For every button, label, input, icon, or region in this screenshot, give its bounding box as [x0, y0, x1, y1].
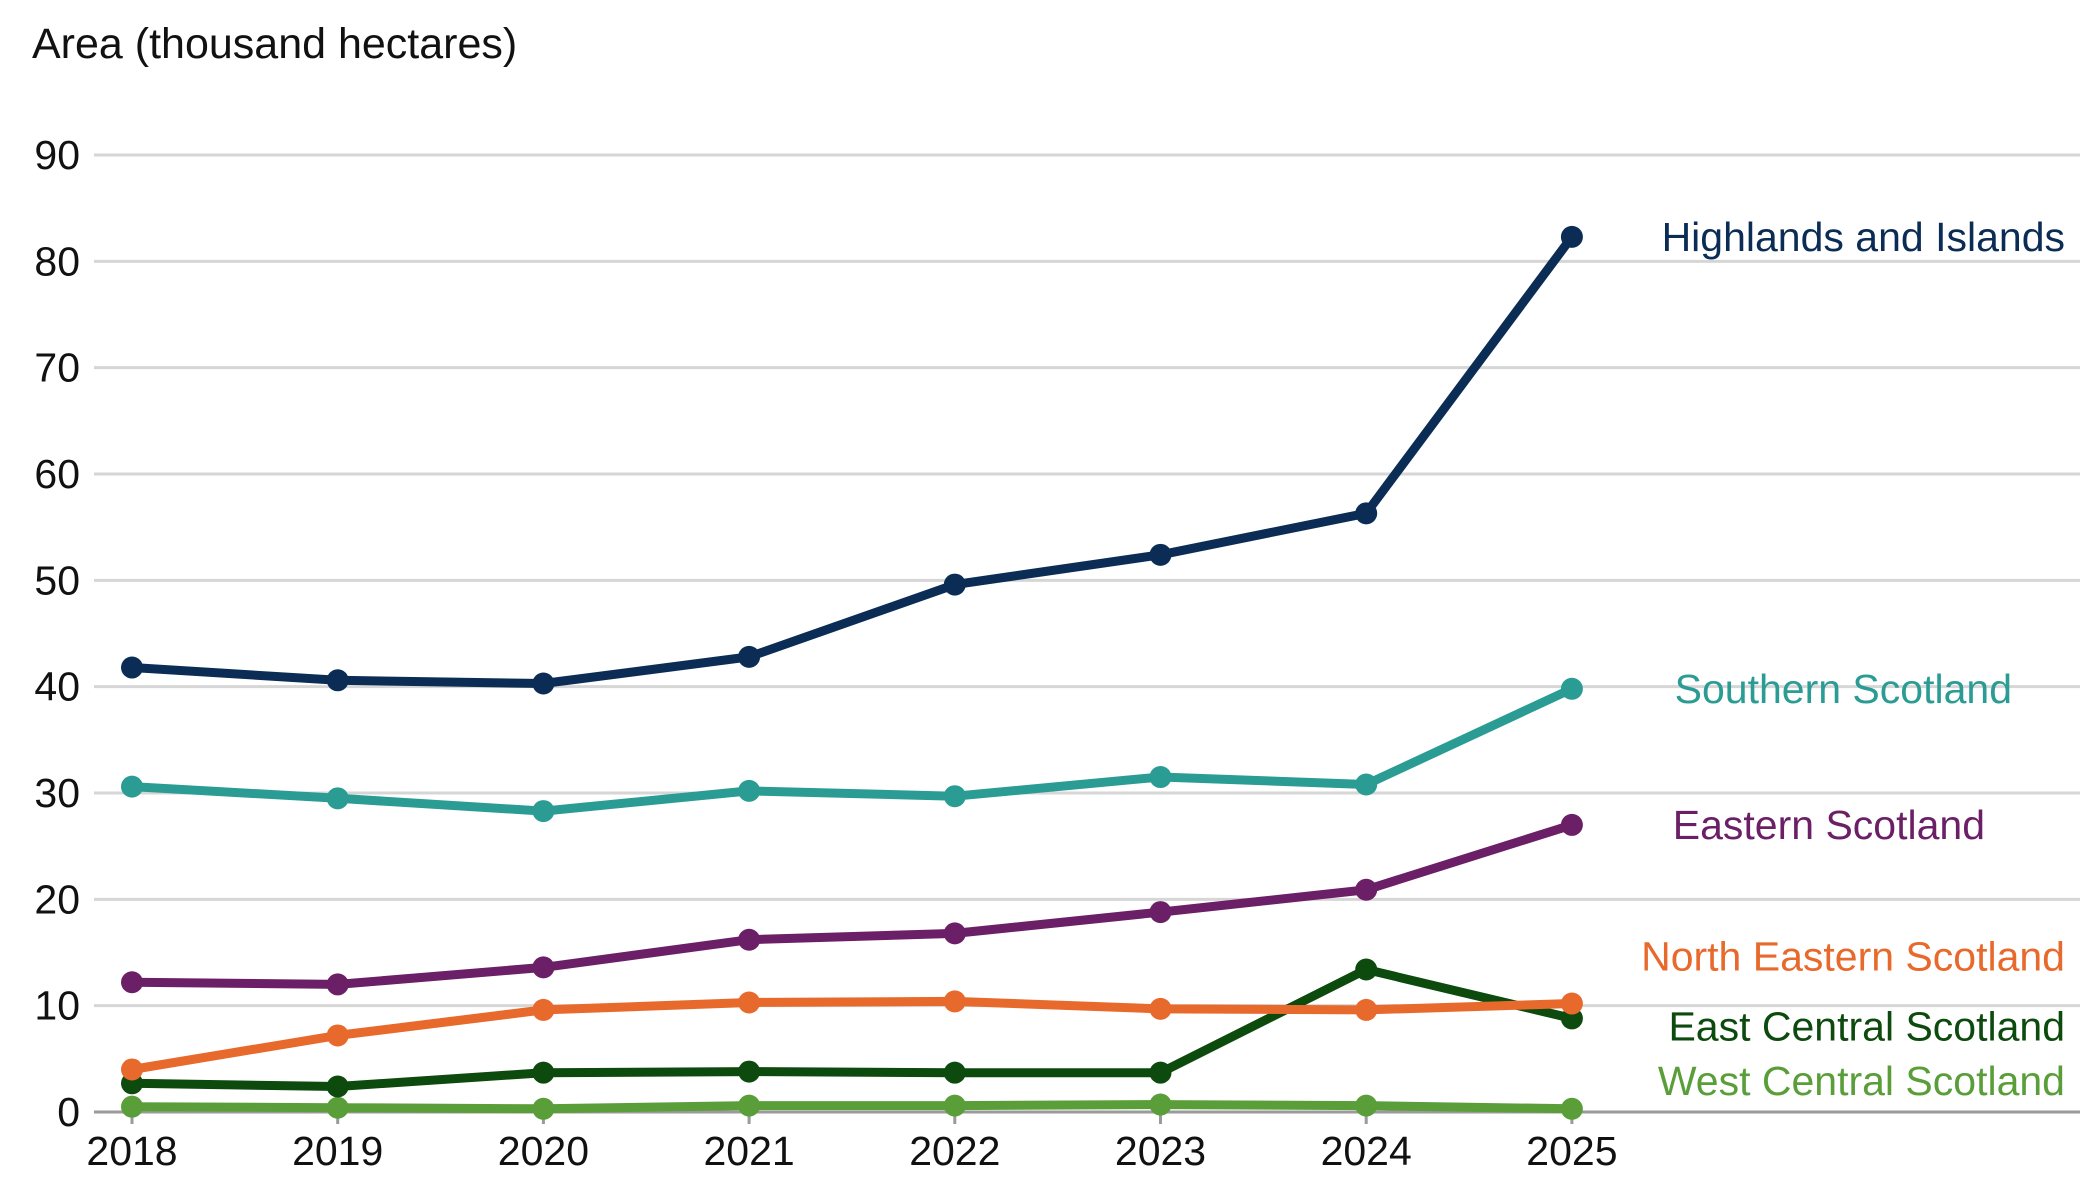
y-axis: 0 10 20 30 40 50 60 70 80 90 — [34, 132, 80, 1135]
y-tick-label: 60 — [34, 451, 80, 497]
data-point-west-central-scotland — [1355, 1094, 1378, 1117]
data-point-east-central-scotland — [943, 1061, 966, 1084]
x-tick-label: 2023 — [1115, 1128, 1206, 1174]
series-label-southern-scotland: Southern Scotland — [1675, 666, 2012, 712]
data-point-southern-scotland — [326, 787, 349, 810]
data-point-highlands-and-islands — [1560, 225, 1583, 248]
data-point-eastern-scotland — [738, 928, 761, 951]
data-point-eastern-scotland — [1560, 813, 1583, 836]
data-point-east-central-scotland — [738, 1060, 761, 1083]
data-point-eastern-scotland — [1355, 878, 1378, 901]
data-point-southern-scotland — [738, 779, 761, 802]
series-line-west-central-scotland — [127, 1100, 1577, 1114]
series-line-southern-scotland — [127, 684, 1577, 816]
data-point-east-central-scotland — [326, 1075, 349, 1098]
data-point-north-eastern-scotland — [943, 990, 966, 1013]
data-point-highlands-and-islands — [532, 672, 555, 695]
data-point-southern-scotland — [1355, 773, 1378, 796]
data-point-highlands-and-islands — [1355, 502, 1378, 525]
data-point-eastern-scotland — [1149, 901, 1172, 924]
series-southern-scotland — [121, 677, 1583, 823]
data-point-eastern-scotland — [121, 971, 143, 994]
data-point-west-central-scotland — [121, 1095, 143, 1118]
y-tick-label: 20 — [34, 876, 80, 922]
y-tick-label: 10 — [34, 983, 80, 1029]
data-point-east-central-scotland — [1355, 958, 1378, 981]
data-point-north-eastern-scotland — [1149, 997, 1172, 1020]
data-point-north-eastern-scotland — [1560, 992, 1583, 1015]
y-tick-label: 40 — [34, 664, 80, 710]
x-tick-label: 2024 — [1321, 1128, 1412, 1174]
series-labels: Highlands and Islands Southern Scotland Ea… — [1641, 214, 2065, 1104]
data-point-west-central-scotland — [943, 1094, 966, 1117]
x-tick-label: 2022 — [909, 1128, 1000, 1174]
series-line-highlands-and-islands — [127, 232, 1577, 688]
data-point-east-central-scotland — [1149, 1061, 1172, 1084]
data-point-north-eastern-scotland — [532, 998, 555, 1021]
data-point-highlands-and-islands — [121, 656, 143, 679]
x-tick-label: 2019 — [292, 1128, 383, 1174]
data-point-eastern-scotland — [532, 956, 555, 979]
x-tick-label: 2020 — [498, 1128, 589, 1174]
series-line-east-central-scotland — [127, 965, 1577, 1091]
series-line-north-eastern-scotland — [127, 996, 1577, 1074]
gridlines — [94, 153, 2080, 1114]
y-axis-title: Area (thousand hectares) — [32, 20, 517, 68]
data-point-highlands-and-islands — [326, 669, 349, 692]
data-point-southern-scotland — [121, 775, 143, 798]
y-tick-label: 30 — [34, 770, 80, 816]
y-tick-label: 80 — [34, 238, 80, 284]
data-point-southern-scotland — [1560, 677, 1583, 700]
y-tick-label: 50 — [34, 557, 80, 603]
x-tick-label: 2025 — [1526, 1128, 1617, 1174]
data-point-north-eastern-scotland — [738, 991, 761, 1014]
series-label-highlands-and-islands: Highlands and Islands — [1662, 214, 2065, 260]
series-lines — [121, 225, 1583, 1120]
x-tick-label: 2018 — [86, 1128, 177, 1174]
data-point-eastern-scotland — [326, 973, 349, 996]
data-point-eastern-scotland — [943, 922, 966, 945]
series-north-eastern-scotland — [121, 990, 1583, 1081]
data-point-west-central-scotland — [532, 1097, 555, 1120]
series-label-north-eastern-scotland: North Eastern Scotland — [1641, 934, 2065, 980]
data-point-north-eastern-scotland — [326, 1024, 349, 1047]
data-point-east-central-scotland — [532, 1061, 555, 1084]
x-axis: 2018 2019 2020 2021 2022 2023 2024 2025 — [86, 1110, 2080, 1174]
data-point-highlands-and-islands — [738, 645, 761, 668]
data-point-southern-scotland — [532, 800, 555, 823]
data-point-west-central-scotland — [326, 1096, 349, 1119]
y-tick-label: 90 — [34, 132, 80, 178]
series-label-east-central-scotland: East Central Scotland — [1668, 1003, 2065, 1049]
data-point-west-central-scotland — [1560, 1097, 1583, 1120]
data-point-north-eastern-scotland — [1355, 998, 1378, 1021]
y-tick-label: 0 — [57, 1089, 80, 1135]
data-point-highlands-and-islands — [1149, 543, 1172, 566]
y-tick-label: 70 — [34, 345, 80, 391]
series-label-west-central-scotland: West Central Scotland — [1658, 1058, 2065, 1104]
data-point-west-central-scotland — [1149, 1093, 1172, 1116]
series-highlands-and-islands — [121, 225, 1583, 695]
data-point-southern-scotland — [943, 785, 966, 808]
series-line-eastern-scotland — [127, 820, 1577, 989]
series-west-central-scotland — [121, 1093, 1583, 1120]
series-eastern-scotland — [121, 813, 1583, 996]
series-label-eastern-scotland: Eastern Scotland — [1673, 802, 1985, 848]
data-point-southern-scotland — [1149, 766, 1172, 789]
data-point-highlands-and-islands — [943, 573, 966, 596]
data-point-west-central-scotland — [738, 1094, 761, 1117]
x-tick-label: 2021 — [703, 1128, 794, 1174]
data-point-north-eastern-scotland — [121, 1058, 143, 1081]
